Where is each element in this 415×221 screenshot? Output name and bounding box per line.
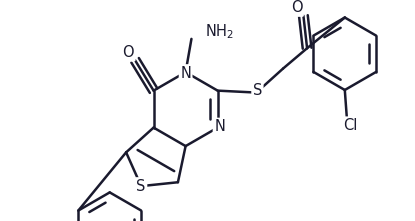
Text: N: N: [214, 119, 225, 134]
Text: Cl: Cl: [344, 118, 358, 133]
Text: S: S: [137, 179, 146, 194]
Text: O: O: [291, 0, 303, 15]
Text: O: O: [122, 45, 134, 60]
Text: N: N: [180, 66, 191, 81]
Text: NH$_2$: NH$_2$: [205, 23, 234, 41]
Text: S: S: [253, 83, 262, 98]
